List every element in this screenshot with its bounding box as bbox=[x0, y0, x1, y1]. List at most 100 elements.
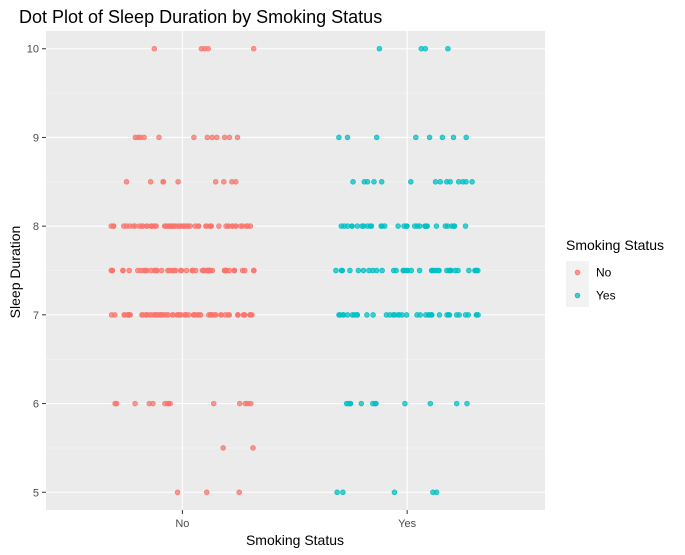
data-point bbox=[187, 223, 193, 229]
data-point bbox=[151, 45, 158, 52]
legend: Smoking Status No Yes bbox=[566, 237, 664, 307]
data-point bbox=[370, 267, 376, 274]
data-point bbox=[132, 400, 138, 407]
data-point bbox=[364, 312, 370, 318]
data-point bbox=[408, 179, 414, 185]
data-point bbox=[464, 400, 470, 407]
data-point bbox=[347, 400, 354, 407]
data-point bbox=[239, 267, 246, 274]
data-point bbox=[205, 45, 211, 52]
data-point bbox=[226, 267, 233, 274]
data-point bbox=[427, 400, 434, 407]
data-point bbox=[231, 267, 237, 274]
data-point bbox=[469, 179, 475, 185]
legend-label: No bbox=[596, 266, 612, 280]
data-point bbox=[221, 179, 227, 185]
data-point bbox=[191, 134, 197, 141]
y-tick-label: 9 bbox=[33, 132, 39, 144]
data-point bbox=[167, 400, 173, 407]
data-point bbox=[250, 45, 257, 52]
data-point bbox=[214, 134, 220, 141]
y-tick-label: 5 bbox=[33, 487, 39, 499]
data-point bbox=[368, 223, 375, 229]
data-point bbox=[334, 489, 340, 496]
data-point bbox=[251, 267, 257, 274]
data-point bbox=[422, 223, 428, 229]
chart-title: Dot Plot of Sleep Duration by Smoking St… bbox=[19, 7, 382, 27]
data-point bbox=[360, 267, 367, 274]
data-point bbox=[203, 489, 210, 496]
data-point bbox=[144, 267, 150, 274]
data-point bbox=[229, 223, 236, 229]
data-point bbox=[379, 267, 385, 274]
y-axis-title: Sleep Duration bbox=[7, 226, 23, 319]
data-point bbox=[349, 223, 355, 229]
data-point bbox=[153, 267, 160, 274]
data-point bbox=[403, 267, 410, 274]
data-point bbox=[108, 267, 115, 274]
data-point bbox=[439, 134, 446, 141]
data-point bbox=[218, 312, 224, 318]
data-point bbox=[247, 312, 254, 318]
data-point bbox=[244, 223, 251, 229]
data-point bbox=[229, 179, 235, 185]
data-point bbox=[456, 312, 462, 318]
data-point bbox=[112, 400, 118, 407]
data-point bbox=[444, 179, 450, 185]
data-point bbox=[378, 179, 385, 185]
data-point bbox=[226, 134, 233, 141]
data-point bbox=[250, 445, 256, 451]
data-point bbox=[392, 312, 398, 318]
data-point bbox=[208, 312, 214, 318]
data-point bbox=[436, 267, 442, 274]
data-point bbox=[121, 312, 127, 318]
data-point bbox=[347, 267, 353, 274]
data-point bbox=[221, 267, 228, 274]
data-point bbox=[236, 489, 242, 496]
data-point bbox=[453, 400, 460, 407]
data-point bbox=[235, 312, 241, 318]
data-point bbox=[123, 179, 130, 185]
legend-title: Smoking Status bbox=[566, 237, 664, 253]
data-point bbox=[445, 45, 451, 52]
data-point bbox=[354, 223, 361, 229]
data-point bbox=[158, 267, 165, 274]
data-point bbox=[160, 179, 167, 185]
data-point bbox=[209, 134, 215, 141]
data-point bbox=[462, 223, 469, 229]
data-point bbox=[359, 223, 365, 229]
data-point bbox=[147, 179, 154, 185]
x-axis: No Yes bbox=[175, 510, 417, 530]
x-axis-title: Smoking Status bbox=[246, 532, 344, 548]
data-point bbox=[450, 134, 457, 141]
data-point bbox=[463, 179, 469, 185]
data-point bbox=[171, 267, 177, 274]
data-point bbox=[175, 179, 181, 185]
data-point bbox=[465, 312, 472, 318]
y-tick-label: 8 bbox=[33, 221, 39, 233]
data-point bbox=[355, 267, 362, 274]
data-point bbox=[177, 267, 184, 274]
data-point bbox=[376, 45, 383, 52]
y-tick-label: 6 bbox=[33, 399, 39, 411]
legend-label: Yes bbox=[596, 289, 616, 303]
data-point bbox=[373, 400, 379, 407]
data-point bbox=[172, 223, 178, 229]
data-point bbox=[126, 267, 132, 274]
data-point bbox=[390, 267, 397, 274]
data-point bbox=[120, 267, 126, 274]
y-tick-label: 7 bbox=[33, 310, 39, 322]
data-point bbox=[156, 134, 162, 141]
data-point bbox=[136, 223, 143, 229]
data-point bbox=[446, 267, 453, 274]
data-point bbox=[373, 134, 380, 141]
data-points bbox=[108, 45, 481, 496]
data-point bbox=[120, 223, 127, 229]
data-point bbox=[430, 489, 436, 496]
data-point bbox=[402, 400, 408, 407]
data-point bbox=[336, 312, 342, 318]
data-point bbox=[433, 223, 440, 229]
data-point bbox=[473, 312, 480, 318]
data-point bbox=[416, 267, 423, 274]
